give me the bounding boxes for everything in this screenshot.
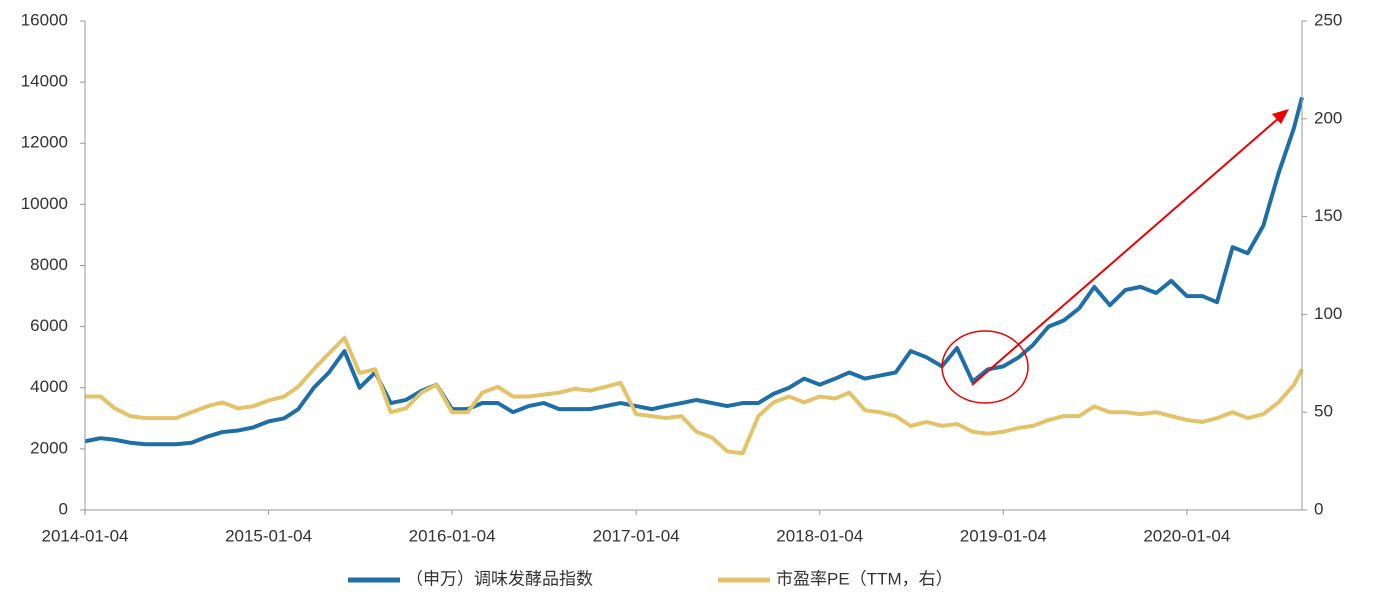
y-tick-label: 12000 bbox=[21, 133, 68, 152]
y2-tick-label: 200 bbox=[1314, 108, 1342, 127]
x-tick-label: 2014-01-04 bbox=[42, 526, 129, 545]
x-tick-label: 2017-01-04 bbox=[593, 526, 680, 545]
y-tick-label: 10000 bbox=[21, 194, 68, 213]
y2-tick-label: 50 bbox=[1314, 402, 1333, 421]
arrow-head bbox=[1272, 109, 1289, 124]
series-line bbox=[85, 335, 1304, 456]
x-tick-label: 2018-01-04 bbox=[776, 526, 863, 545]
y2-tick-label: 100 bbox=[1314, 304, 1342, 323]
legend-label: 市盈率PE（TTM，右） bbox=[776, 569, 953, 588]
y-tick-label: 8000 bbox=[30, 255, 68, 274]
y-tick-label: 2000 bbox=[30, 438, 68, 457]
highlight-circle bbox=[941, 330, 1029, 404]
y2-tick-label: 250 bbox=[1314, 10, 1342, 29]
x-tick-label: 2015-01-04 bbox=[225, 526, 312, 545]
y-tick-label: 16000 bbox=[21, 10, 68, 29]
y2-tick-label: 150 bbox=[1314, 206, 1342, 225]
trend-arrow bbox=[971, 116, 1281, 386]
y-tick-label: 14000 bbox=[21, 72, 68, 91]
x-tick-label: 2020-01-04 bbox=[1143, 526, 1230, 545]
y2-tick-label: 0 bbox=[1314, 499, 1323, 518]
series-line bbox=[84, 96, 1304, 447]
y-tick-label: 4000 bbox=[30, 377, 68, 396]
legend-label: （申万）调味发酵品指数 bbox=[406, 569, 593, 588]
y-tick-label: 6000 bbox=[30, 316, 68, 335]
y-tick-label: 0 bbox=[59, 499, 68, 518]
x-tick-label: 2016-01-04 bbox=[409, 526, 496, 545]
x-tick-label: 2019-01-04 bbox=[960, 526, 1047, 545]
